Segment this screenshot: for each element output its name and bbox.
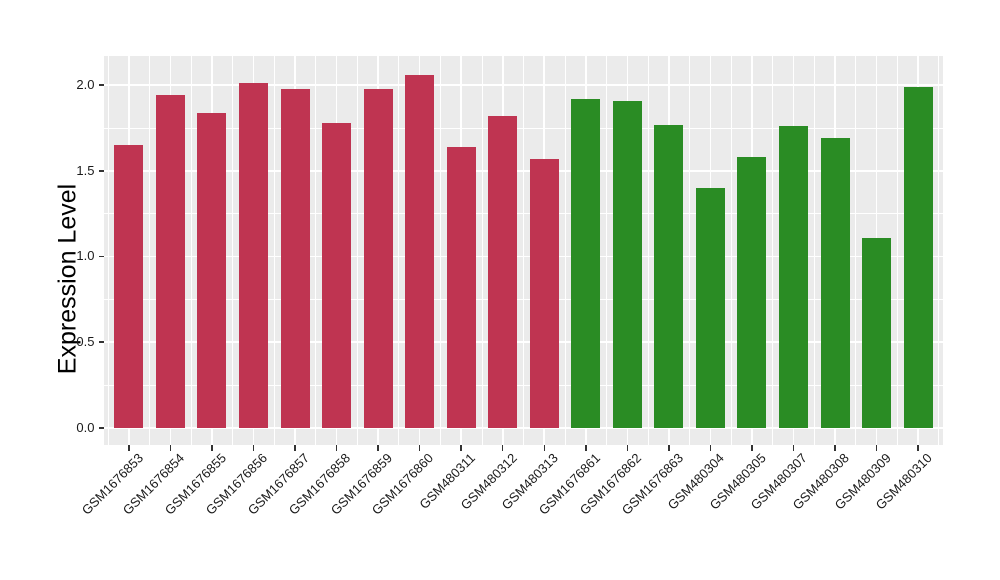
bar-GSM480309 [862,237,892,428]
bar-GSM480305 [737,157,767,428]
gridline-minor-v [855,56,857,445]
gridline-minor-v [772,56,774,445]
gridline-minor-v [107,56,109,445]
gridline-major-h [104,84,943,86]
gridline-major-h [104,427,943,429]
y-tick-label: 1.0 [76,248,95,264]
bar-GSM1676861 [571,98,601,428]
bar-GSM480304 [695,187,725,428]
bar-GSM1676863 [654,124,684,428]
x-axis-tick [585,445,587,451]
gridline-minor-v [647,56,649,445]
gridline-minor-v [564,56,566,445]
x-axis-tick [709,445,712,451]
gridline-minor-v [232,56,234,445]
bar-GSM480311 [446,146,476,428]
gridline-minor-v [730,56,732,445]
gridline-minor-v [896,56,898,445]
y-axis-tick [98,255,104,258]
bar-GSM480312 [488,115,518,428]
gridline-minor-v [273,56,275,445]
gridline-major-h [104,255,943,258]
x-axis-tick [834,445,836,451]
y-tick-label: 2.0 [76,77,95,93]
plot-panel [104,56,943,445]
x-axis-tick [252,445,255,451]
y-tick-label: 1.5 [76,162,95,178]
x-axis-tick [792,445,795,451]
bar-GSM1676854 [155,95,185,428]
bar-GSM480307 [778,126,808,428]
x-axis-tick [501,445,504,451]
bar-GSM480310 [903,86,933,428]
gridline-minor-v [606,56,607,445]
x-axis-tick [543,445,546,451]
y-tick-label: 0.5 [76,334,95,350]
x-axis-tick [626,445,629,451]
bar-GSM1676857 [280,88,310,428]
x-axis-tick [294,445,296,451]
x-axis-tick [751,445,753,451]
gridline-minor-v [813,56,815,445]
x-axis-tick [460,445,462,451]
gridline-minor-v [315,56,317,445]
bar-GSM1676858 [322,122,352,428]
bar-GSM1676859 [363,88,393,428]
gridline-minor-v [439,56,441,445]
bar-GSM480308 [820,138,850,428]
y-axis-tick [98,427,104,429]
gridline-major-h [104,341,943,343]
bar-GSM1676856 [239,83,269,428]
gridline-minor-v [523,56,524,445]
x-axis-tick [169,445,172,451]
gridline-minor-v [398,56,400,445]
y-axis-tick [98,84,104,86]
gridline-minor-v [149,56,151,445]
bar-GSM1676862 [612,100,642,428]
bar-GSM1676853 [114,145,144,428]
x-axis-tick [917,445,919,451]
gridline-major-h [104,170,943,172]
bar-GSM1676860 [405,74,435,428]
gridline-minor-v [938,56,940,445]
y-axis-tick [98,170,104,172]
bar-GSM480313 [529,158,559,428]
x-axis-tick [418,445,421,451]
gridline-minor-v [356,56,358,445]
x-axis-tick [128,445,130,451]
x-axis-tick [335,445,338,451]
x-axis-tick [668,445,670,451]
x-axis-tick [211,445,213,451]
gridline-minor-v [481,56,483,445]
y-axis-tick [98,341,104,343]
gridline-minor-v [689,56,691,445]
x-axis-tick [875,445,878,451]
y-tick-label: 0.0 [76,419,95,435]
x-axis-tick [377,445,379,451]
gridline-minor-v [190,56,192,445]
bar-GSM1676855 [197,112,227,428]
